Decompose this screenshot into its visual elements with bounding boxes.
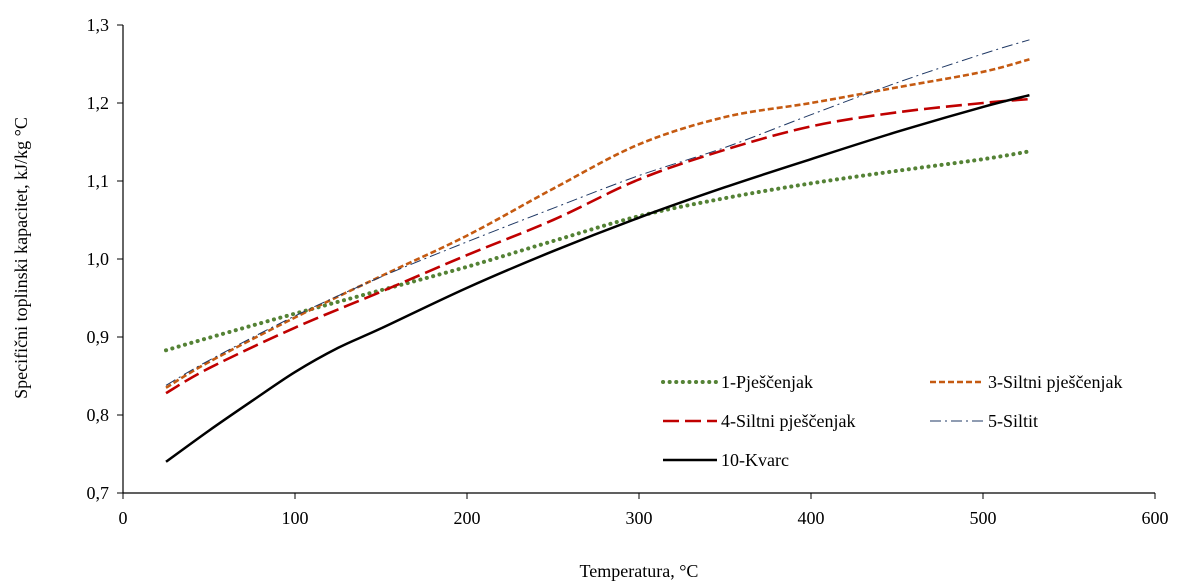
legend-item: 5-Siltit bbox=[930, 411, 1038, 431]
series-layer bbox=[164, 39, 1032, 463]
x-axis-title: Temperatura, °C bbox=[580, 561, 699, 581]
series-line-1 bbox=[164, 149, 1032, 353]
x-tick-label: 400 bbox=[798, 508, 825, 528]
x-axis-ticks: 0 100 200 300 400 500 600 bbox=[119, 493, 1169, 528]
y-tick-label: 0,8 bbox=[87, 405, 110, 425]
legend-label: 10-Kvarc bbox=[721, 450, 789, 470]
legend-label: 5-Siltit bbox=[988, 411, 1038, 431]
series-line-2 bbox=[165, 58, 1030, 389]
y-tick-label: 1,1 bbox=[87, 171, 110, 191]
x-tick-label: 300 bbox=[626, 508, 653, 528]
legend-item: 4-Siltni pješčenjak bbox=[663, 411, 855, 431]
y-tick-label: 1,0 bbox=[87, 249, 110, 269]
y-tick-label: 0,9 bbox=[87, 327, 110, 347]
legend-label: 1-Pješčenjak bbox=[721, 372, 813, 392]
legend-label: 3-Siltni pješčenjak bbox=[988, 372, 1122, 392]
x-tick-label: 100 bbox=[282, 508, 309, 528]
x-tick-label: 500 bbox=[970, 508, 997, 528]
series-line-5 bbox=[165, 93, 1030, 463]
legend-item: 3-Siltni pješčenjak bbox=[930, 372, 1122, 392]
legend-item: 1-Pješčenjak bbox=[661, 372, 813, 392]
x-tick-label: 200 bbox=[454, 508, 481, 528]
legend-item: 10-Kvarc bbox=[663, 450, 789, 470]
series-line-4 bbox=[165, 39, 1030, 386]
y-tick-label: 0,7 bbox=[87, 483, 110, 503]
legend: 1-Pješčenjak 3-Siltni pješčenjak 4-Siltni … bbox=[661, 372, 1122, 470]
y-axis-title: Specifični toplinski kapacitet, kJ/kg °C bbox=[11, 117, 31, 399]
legend-label: 4-Siltni pješčenjak bbox=[721, 411, 855, 431]
y-axis-ticks: 0,7 0,8 0,9 1,0 1,1 1,2 1,3 bbox=[87, 15, 123, 503]
y-tick-label: 1,2 bbox=[87, 93, 110, 113]
x-tick-label: 0 bbox=[119, 508, 128, 528]
y-tick-label: 1,3 bbox=[87, 15, 110, 35]
series-line-3 bbox=[165, 97, 1030, 395]
x-tick-label: 600 bbox=[1142, 508, 1169, 528]
